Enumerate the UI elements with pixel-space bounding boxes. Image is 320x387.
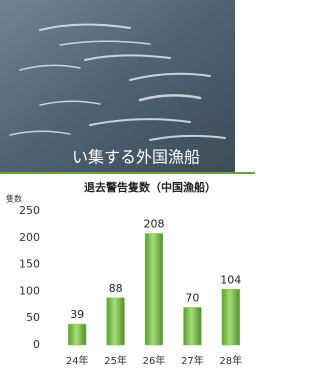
x-tick-label: 25年 (104, 354, 127, 367)
y-axis-label: 隻数 (6, 194, 22, 204)
bar (184, 307, 202, 345)
value-label: 104 (220, 273, 241, 286)
bar (68, 324, 86, 345)
bar (145, 234, 163, 345)
y-tick-label: 100 (19, 284, 40, 297)
x-tick-label: 27年 (181, 354, 204, 367)
y-tick-label: 0 (33, 338, 40, 351)
bar (222, 289, 240, 345)
x-tick-label: 26年 (143, 354, 166, 367)
value-label: 39 (70, 308, 84, 321)
photo-caption: い集する外国漁船 (72, 148, 200, 167)
chart-title: 退去警告隻数（中国漁船） (84, 180, 216, 194)
chart: 退去警告隻数（中国漁船） 隻数 0 50 100 150 200 250 24年 39 25年 8… (6, 180, 242, 367)
x-tick-label: 28年 (219, 354, 242, 367)
value-label: 208 (144, 218, 165, 231)
page: {"photo": {"caption": "い集する外国漁船"}, "char… (0, 0, 255, 383)
photo: い集する外国漁船 (0, 0, 255, 173)
y-tick-label: 150 (19, 258, 40, 271)
y-tick-label: 50 (26, 311, 40, 324)
value-label: 88 (109, 282, 123, 295)
x-tick-label: 24年 (66, 354, 89, 367)
y-tick-label: 250 (19, 204, 40, 217)
screenshot: い集する外国漁船 退去警告隻数（中国漁船） 隻数 0 50 100 150 200 250… (0, 0, 255, 383)
y-tick-label: 200 (19, 231, 40, 244)
value-label: 70 (185, 291, 199, 304)
bar (107, 298, 125, 345)
